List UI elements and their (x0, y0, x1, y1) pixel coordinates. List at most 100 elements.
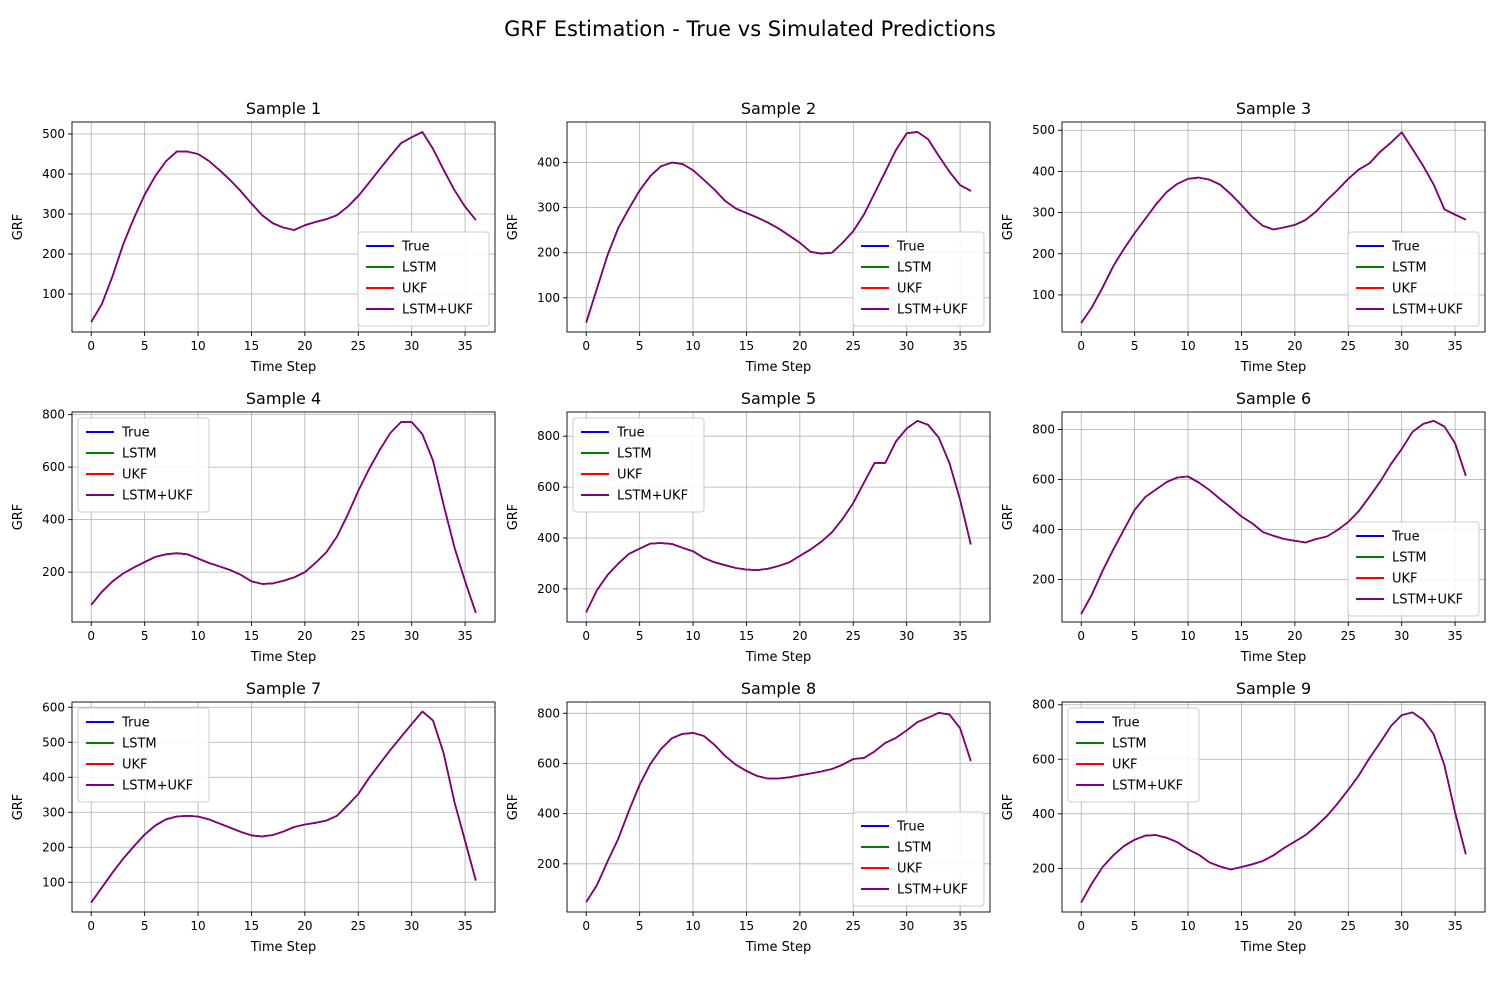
y-tick-label: 400 (537, 156, 560, 170)
axes-frame (566, 121, 991, 333)
x-axis-label: Time Step (250, 940, 317, 955)
x-axis-label: Time Step (745, 940, 812, 955)
x-tick-label: 25 (846, 629, 861, 643)
y-tick-label: 500 (42, 735, 65, 749)
legend-label: LSTM+UKF (1392, 303, 1463, 318)
y-axis-label: GRF (11, 794, 26, 821)
legend-label: LSTM (897, 261, 932, 276)
x-tick-label: 30 (404, 919, 419, 933)
legend-label: LSTM (122, 447, 157, 462)
y-tick-label: 800 (1032, 423, 1055, 437)
x-tick-label: 15 (1234, 339, 1249, 353)
legend-label: UKF (617, 468, 643, 483)
y-tick-label: 800 (1032, 698, 1055, 712)
legend-box (852, 231, 985, 327)
x-tick-label: 0 (87, 339, 95, 353)
legend-label: LSTM+UKF (1392, 593, 1463, 608)
x-tick-label: 15 (244, 919, 259, 933)
x-tick-label: 10 (685, 629, 700, 643)
x-tick-label: 15 (739, 919, 754, 933)
x-tick-label: 30 (404, 629, 419, 643)
x-axis-label: Time Step (745, 360, 812, 375)
y-axis-label: GRF (1001, 794, 1016, 821)
legend-label: LSTM (1112, 737, 1147, 752)
y-tick-label: 400 (537, 807, 560, 821)
axes-frame (71, 411, 496, 623)
x-tick-label: 20 (792, 919, 807, 933)
subplot-title: Sample 5 (741, 389, 816, 408)
legend-label: UKF (1392, 572, 1418, 587)
legend-label: True (1111, 716, 1140, 731)
x-tick-label: 0 (87, 919, 95, 933)
y-tick-label: 200 (42, 840, 65, 854)
y-tick-label: 300 (537, 201, 560, 215)
legend: True LSTM UKF LSTM+UKF (852, 811, 985, 907)
legend-label: LSTM+UKF (897, 303, 968, 318)
legend-box (1067, 707, 1200, 803)
legend: True LSTM UKF LSTM+UKF (357, 231, 490, 327)
x-tick-label: 0 (1077, 339, 1085, 353)
subplot-9: Sample 9 0 5 10 15 20 25 30 35 200 400 600 800 Time S… (1001, 679, 1486, 955)
x-tick-label: 5 (1131, 919, 1139, 933)
subplot-title: Sample 2 (741, 99, 816, 118)
x-tick-label: 15 (244, 629, 259, 643)
legend-label: LSTM+UKF (1112, 779, 1183, 794)
legend: True LSTM UKF LSTM+UKF (572, 417, 705, 513)
x-tick-label: 5 (636, 919, 644, 933)
y-axis-label: GRF (1001, 504, 1016, 531)
series-line-lstm-ukf (90, 131, 477, 323)
axes-frame (1061, 121, 1486, 333)
y-tick-label: 500 (42, 127, 65, 141)
x-tick-label: 10 (685, 919, 700, 933)
axes-frame (1061, 411, 1486, 623)
series-line-lstm-ukf (585, 131, 972, 323)
y-tick-label: 600 (537, 756, 560, 770)
y-tick-label: 600 (42, 700, 65, 714)
x-tick-label: 30 (1394, 919, 1409, 933)
legend-label: LSTM (122, 737, 157, 752)
x-tick-label: 0 (87, 629, 95, 643)
legend-label: True (1391, 530, 1420, 545)
axes-frame (1061, 701, 1486, 913)
legend-box (357, 231, 490, 327)
x-tick-label: 20 (297, 629, 312, 643)
subplot-1: Sample 1 0 5 10 15 20 25 30 35 100 200 300 400 500 Tim… (11, 99, 496, 375)
legend-label: True (401, 240, 430, 255)
x-tick-label: 20 (792, 339, 807, 353)
figure-title: GRF Estimation - True vs Simulated Predi… (504, 17, 996, 41)
x-tick-label: 5 (1131, 339, 1139, 353)
x-tick-label: 20 (297, 339, 312, 353)
subplot-2: Sample 2 0 5 10 15 20 25 30 35 100 200 300 400 Time S… (506, 99, 991, 375)
legend-label: UKF (122, 758, 148, 773)
y-tick-label: 800 (537, 706, 560, 720)
x-tick-label: 0 (1077, 919, 1085, 933)
legend: True LSTM UKF LSTM+UKF (77, 417, 210, 513)
x-tick-label: 25 (1341, 629, 1356, 643)
y-axis-label: GRF (506, 794, 521, 821)
x-tick-label: 20 (1287, 629, 1302, 643)
legend-label: LSTM (1392, 551, 1427, 566)
x-tick-label: 35 (952, 629, 967, 643)
y-tick-label: 600 (537, 480, 560, 494)
y-tick-label: 400 (537, 531, 560, 545)
x-tick-label: 35 (1447, 629, 1462, 643)
subplot-title: Sample 7 (246, 679, 321, 698)
x-tick-label: 15 (244, 339, 259, 353)
subplot-grid: Sample 10 5 10 15 20 25 30 35100200300400500Tim… (11, 99, 1486, 955)
y-axis-label: GRF (1001, 214, 1016, 241)
x-tick-label: 30 (1394, 339, 1409, 353)
legend-label: LSTM (402, 261, 437, 276)
x-tick-label: 35 (457, 339, 472, 353)
legend-box (1347, 521, 1480, 617)
x-tick-label: 15 (739, 629, 754, 643)
legend: True LSTM UKF LSTM+UKF (1347, 231, 1480, 327)
x-tick-label: 5 (141, 919, 149, 933)
legend-label: LSTM (1392, 261, 1427, 276)
y-axis-label: GRF (506, 214, 521, 241)
y-tick-label: 300 (1032, 206, 1055, 220)
legend-label: True (121, 426, 150, 441)
y-tick-label: 600 (1032, 752, 1055, 766)
series-line-lstm-ukf (1080, 711, 1467, 903)
legend-box (852, 811, 985, 907)
legend-label: UKF (897, 282, 923, 297)
